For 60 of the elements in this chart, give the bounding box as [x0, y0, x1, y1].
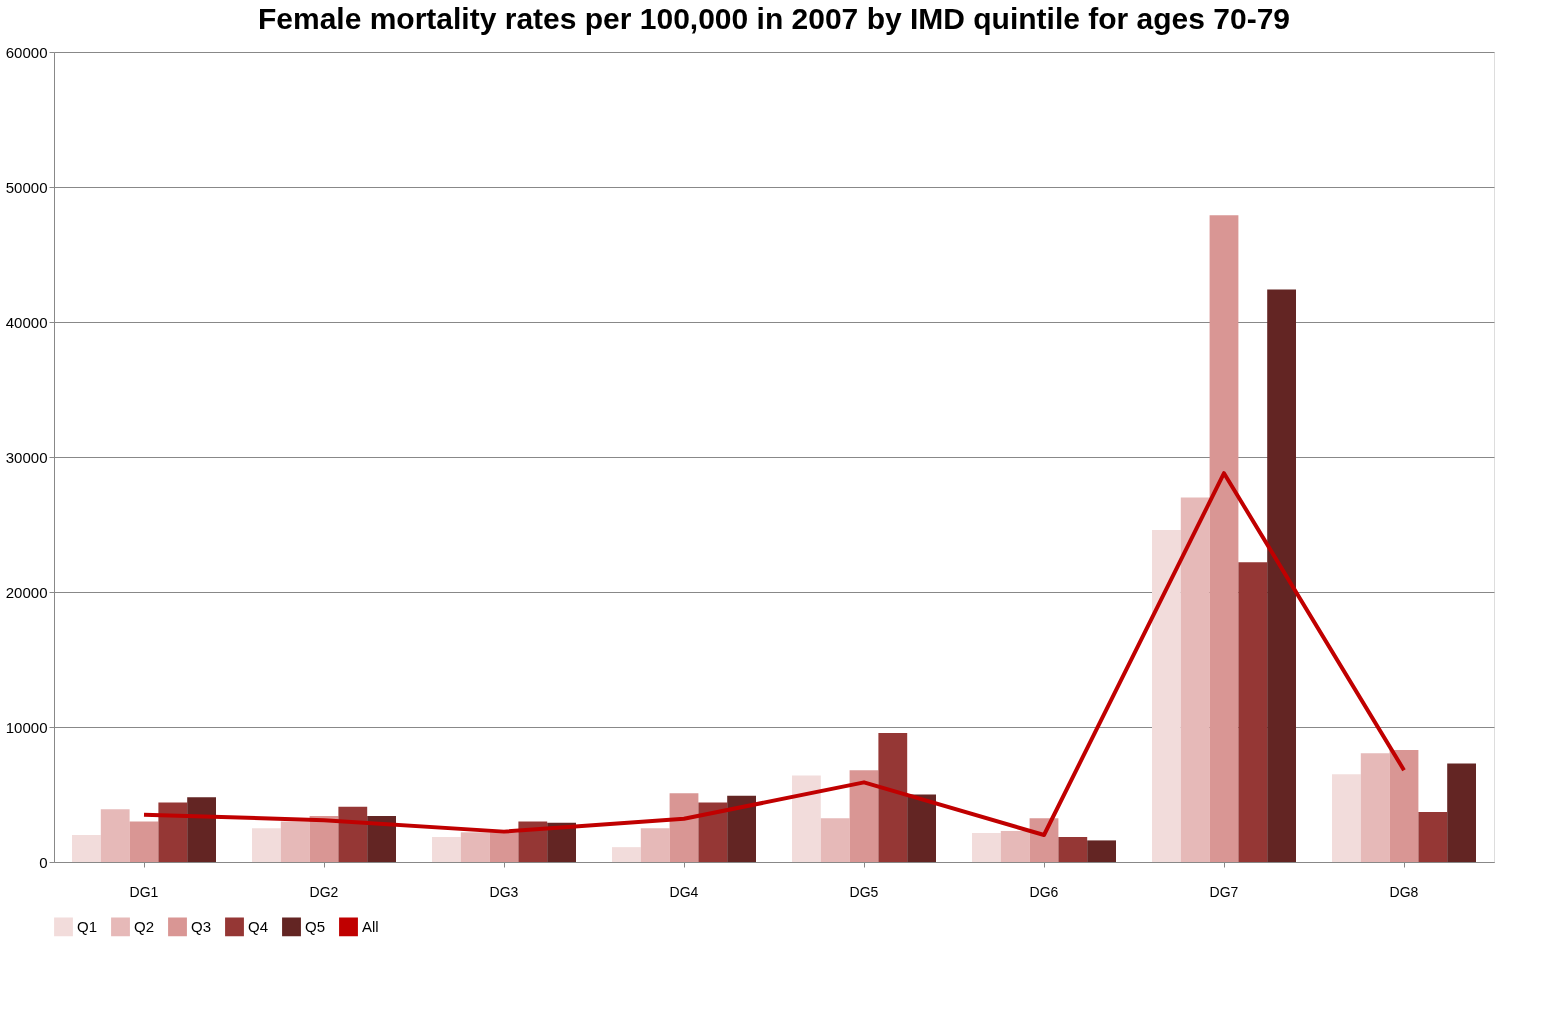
bar [640, 828, 670, 862]
y-tick-label: 20000 [5, 583, 48, 601]
legend-label: Q3 [191, 917, 212, 935]
bar [1087, 840, 1116, 862]
x-tick-label: DG5 [849, 883, 879, 900]
y-tick-label: 60000 [5, 43, 48, 61]
bar [1267, 289, 1296, 862]
bar [1152, 529, 1181, 862]
legend-label: Q4 [248, 917, 269, 935]
bar [489, 832, 519, 862]
bar [820, 818, 850, 862]
bar [252, 828, 281, 862]
bar [432, 837, 461, 862]
bar [187, 797, 216, 862]
bar [907, 794, 936, 862]
bar [1360, 753, 1390, 862]
bar [547, 822, 576, 862]
bar [972, 832, 1001, 862]
bar [1000, 830, 1030, 862]
x-tick-label: DG6 [1029, 883, 1059, 900]
bar [1418, 812, 1448, 862]
bar [1180, 497, 1210, 862]
chart-title: Female mortality rates per 100,000 in 2007 by IMD quintile for ages 70-79 [257, 2, 1291, 35]
bar [280, 821, 310, 862]
bar [1058, 837, 1088, 862]
bar [1389, 749, 1419, 862]
bar [849, 770, 879, 862]
legend-label: All [362, 917, 379, 935]
bar [878, 733, 908, 862]
y-tick-label: 50000 [5, 178, 48, 196]
y-tick-label: 10000 [5, 718, 48, 736]
bar [612, 847, 641, 862]
bar [792, 775, 821, 862]
bar [72, 835, 101, 862]
bar [727, 795, 756, 862]
x-tick-label: DG3 [489, 883, 519, 900]
bar [158, 802, 188, 862]
y-tick-label: 30000 [5, 448, 48, 466]
x-tick-label: DG4 [669, 883, 699, 900]
legend-label: Q1 [77, 917, 98, 935]
legend-label: Q5 [305, 917, 326, 935]
y-tick-label: 40000 [5, 313, 48, 331]
y-tick-label: 0 [39, 853, 48, 871]
x-tick-label: DG7 [1209, 883, 1239, 900]
bar [367, 816, 396, 862]
x-tick-label: DG2 [309, 883, 339, 900]
bar [669, 793, 699, 862]
bar [338, 806, 368, 862]
bar [460, 832, 490, 862]
bar [1332, 774, 1361, 862]
line-series [142, 471, 1406, 837]
legend-label: Q2 [134, 917, 155, 935]
x-tick-label: DG1 [129, 883, 159, 900]
bar [129, 821, 159, 862]
bar [1209, 215, 1239, 862]
x-tick-label: DG8 [1389, 883, 1419, 900]
bar [1447, 763, 1476, 862]
bar [100, 809, 130, 862]
bar [698, 802, 728, 862]
bar [1238, 562, 1268, 862]
